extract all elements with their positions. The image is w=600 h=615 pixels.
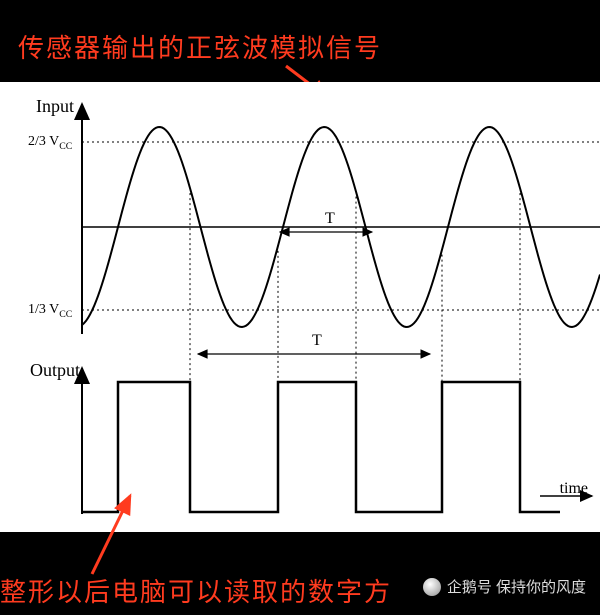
watermark: 企鹅号 保持你的风度: [423, 576, 586, 597]
time-label: time: [560, 480, 588, 498]
period-label-lower: T: [312, 332, 322, 350]
annotation-bottom: 整形以后电脑可以读取的数字方: [0, 572, 392, 609]
signal-diagram-panel: Input 2/3 VCC 1/3 VCC Output time T T: [0, 82, 600, 532]
input-label: Input: [36, 96, 74, 117]
watermark-text: 企鹅号 保持你的风度: [447, 576, 586, 597]
vcc-lower-label: 1/3 VCC: [28, 302, 72, 320]
annotation-top: 传感器输出的正弦波模拟信号: [18, 28, 382, 65]
signal-diagram-svg: [0, 82, 600, 532]
output-label: Output: [30, 360, 80, 381]
penguin-icon: [423, 578, 441, 596]
square-wave: [82, 382, 560, 512]
period-label-upper: T: [325, 210, 335, 228]
vcc-upper-label: 2/3 VCC: [28, 134, 72, 152]
